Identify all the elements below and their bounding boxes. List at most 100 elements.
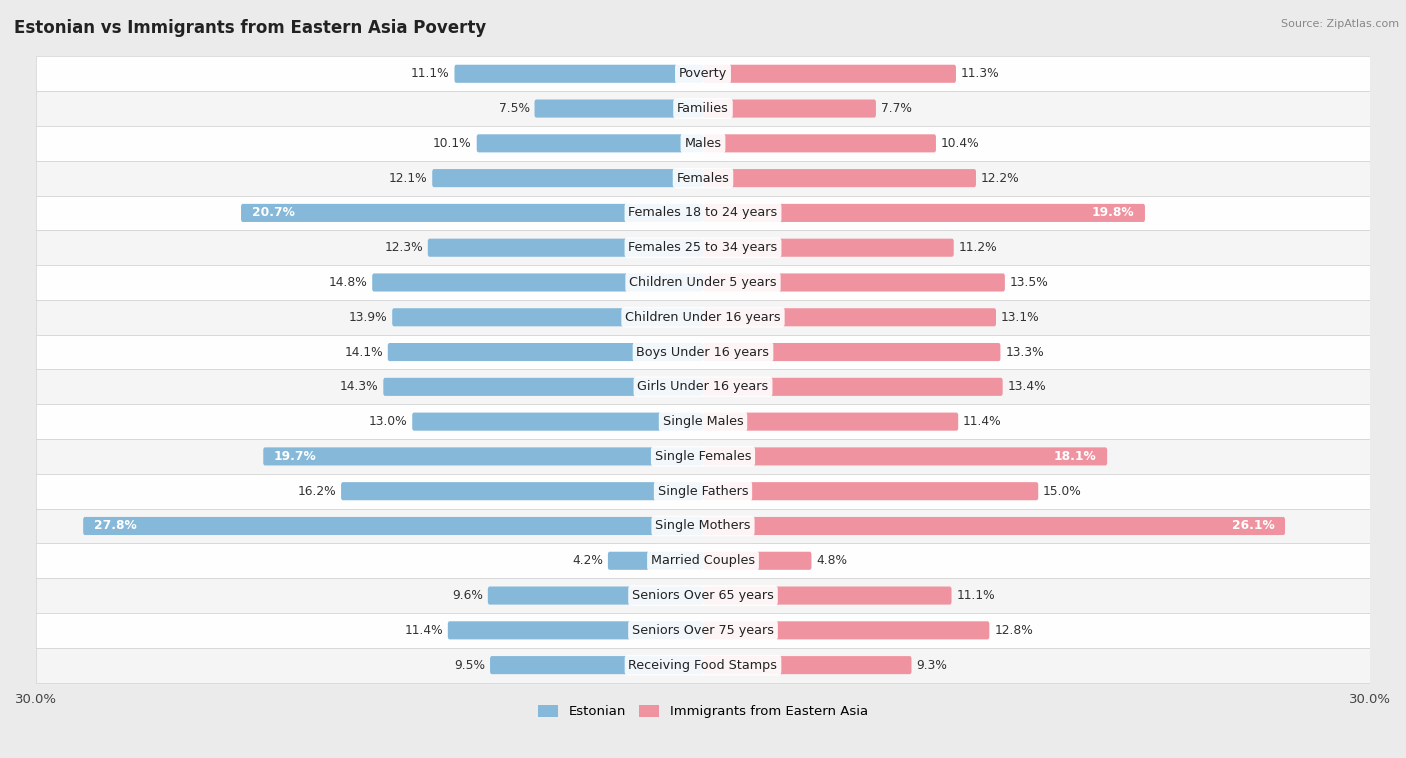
Bar xyxy=(37,613,1369,648)
FancyBboxPatch shape xyxy=(384,377,703,396)
Bar xyxy=(37,335,1369,369)
Text: 10.4%: 10.4% xyxy=(941,137,980,150)
Text: 13.3%: 13.3% xyxy=(1005,346,1045,359)
Bar xyxy=(37,126,1369,161)
FancyBboxPatch shape xyxy=(477,134,703,152)
Bar xyxy=(37,439,1369,474)
FancyBboxPatch shape xyxy=(607,552,703,570)
Text: Seniors Over 75 years: Seniors Over 75 years xyxy=(633,624,773,637)
Text: 13.9%: 13.9% xyxy=(349,311,387,324)
Text: 4.8%: 4.8% xyxy=(817,554,848,567)
Text: 11.3%: 11.3% xyxy=(960,67,1000,80)
Text: Girls Under 16 years: Girls Under 16 years xyxy=(637,381,769,393)
Text: Source: ZipAtlas.com: Source: ZipAtlas.com xyxy=(1281,19,1399,29)
Text: Estonian vs Immigrants from Eastern Asia Poverty: Estonian vs Immigrants from Eastern Asia… xyxy=(14,19,486,37)
Text: 13.1%: 13.1% xyxy=(1001,311,1039,324)
FancyBboxPatch shape xyxy=(703,552,811,570)
Legend: Estonian, Immigrants from Eastern Asia: Estonian, Immigrants from Eastern Asia xyxy=(533,700,873,724)
FancyBboxPatch shape xyxy=(703,99,876,117)
Bar xyxy=(37,91,1369,126)
Text: 11.2%: 11.2% xyxy=(959,241,997,254)
Text: Females 18 to 24 years: Females 18 to 24 years xyxy=(628,206,778,219)
Text: 18.1%: 18.1% xyxy=(1053,450,1097,463)
Text: 10.1%: 10.1% xyxy=(433,137,472,150)
FancyBboxPatch shape xyxy=(432,169,703,187)
Bar xyxy=(37,300,1369,335)
Text: 14.8%: 14.8% xyxy=(329,276,367,289)
FancyBboxPatch shape xyxy=(703,587,952,605)
Text: 27.8%: 27.8% xyxy=(94,519,136,532)
Bar xyxy=(37,161,1369,196)
Text: Males: Males xyxy=(685,137,721,150)
Text: 4.2%: 4.2% xyxy=(572,554,603,567)
FancyBboxPatch shape xyxy=(83,517,703,535)
Text: Females: Females xyxy=(676,171,730,185)
Bar xyxy=(37,648,1369,682)
Text: 12.1%: 12.1% xyxy=(388,171,427,185)
Text: Females 25 to 34 years: Females 25 to 34 years xyxy=(628,241,778,254)
FancyBboxPatch shape xyxy=(703,64,956,83)
FancyBboxPatch shape xyxy=(373,274,703,292)
Text: Poverty: Poverty xyxy=(679,67,727,80)
Text: Children Under 5 years: Children Under 5 years xyxy=(630,276,776,289)
FancyBboxPatch shape xyxy=(447,622,703,640)
Text: 7.5%: 7.5% xyxy=(499,102,530,115)
Bar xyxy=(37,578,1369,613)
Text: 12.3%: 12.3% xyxy=(384,241,423,254)
Text: Receiving Food Stamps: Receiving Food Stamps xyxy=(628,659,778,672)
Text: 11.1%: 11.1% xyxy=(411,67,450,80)
Bar xyxy=(37,369,1369,404)
FancyBboxPatch shape xyxy=(703,377,1002,396)
Bar xyxy=(37,543,1369,578)
Text: 20.7%: 20.7% xyxy=(252,206,294,219)
Text: 26.1%: 26.1% xyxy=(1232,519,1274,532)
FancyBboxPatch shape xyxy=(454,64,703,83)
FancyBboxPatch shape xyxy=(534,99,703,117)
Text: Single Males: Single Males xyxy=(662,415,744,428)
FancyBboxPatch shape xyxy=(703,517,1285,535)
Text: Children Under 16 years: Children Under 16 years xyxy=(626,311,780,324)
FancyBboxPatch shape xyxy=(703,169,976,187)
FancyBboxPatch shape xyxy=(388,343,703,361)
FancyBboxPatch shape xyxy=(240,204,703,222)
Bar xyxy=(37,509,1369,543)
Text: 9.3%: 9.3% xyxy=(917,659,948,672)
Bar xyxy=(37,56,1369,91)
FancyBboxPatch shape xyxy=(703,656,911,674)
Text: 13.4%: 13.4% xyxy=(1008,381,1046,393)
Text: 16.2%: 16.2% xyxy=(298,484,336,498)
Text: 9.6%: 9.6% xyxy=(451,589,482,602)
Text: 11.1%: 11.1% xyxy=(956,589,995,602)
Text: 13.5%: 13.5% xyxy=(1010,276,1049,289)
FancyBboxPatch shape xyxy=(427,239,703,257)
Bar xyxy=(37,196,1369,230)
FancyBboxPatch shape xyxy=(703,447,1107,465)
FancyBboxPatch shape xyxy=(703,274,1005,292)
FancyBboxPatch shape xyxy=(488,587,703,605)
Text: Boys Under 16 years: Boys Under 16 years xyxy=(637,346,769,359)
Text: 14.3%: 14.3% xyxy=(340,381,378,393)
Text: Families: Families xyxy=(678,102,728,115)
Text: 19.8%: 19.8% xyxy=(1091,206,1135,219)
FancyBboxPatch shape xyxy=(703,412,959,431)
Text: 12.2%: 12.2% xyxy=(981,171,1019,185)
Text: Seniors Over 65 years: Seniors Over 65 years xyxy=(633,589,773,602)
Text: Single Fathers: Single Fathers xyxy=(658,484,748,498)
Bar xyxy=(37,474,1369,509)
FancyBboxPatch shape xyxy=(412,412,703,431)
FancyBboxPatch shape xyxy=(392,309,703,326)
Text: 9.5%: 9.5% xyxy=(454,659,485,672)
Text: 19.7%: 19.7% xyxy=(274,450,316,463)
FancyBboxPatch shape xyxy=(703,239,953,257)
Text: Single Mothers: Single Mothers xyxy=(655,519,751,532)
Bar xyxy=(37,404,1369,439)
Text: 11.4%: 11.4% xyxy=(963,415,1001,428)
Text: 15.0%: 15.0% xyxy=(1043,484,1083,498)
Text: 14.1%: 14.1% xyxy=(344,346,382,359)
Text: 7.7%: 7.7% xyxy=(882,102,911,115)
Text: 13.0%: 13.0% xyxy=(368,415,408,428)
FancyBboxPatch shape xyxy=(342,482,703,500)
FancyBboxPatch shape xyxy=(703,482,1038,500)
Bar xyxy=(37,230,1369,265)
FancyBboxPatch shape xyxy=(703,134,936,152)
